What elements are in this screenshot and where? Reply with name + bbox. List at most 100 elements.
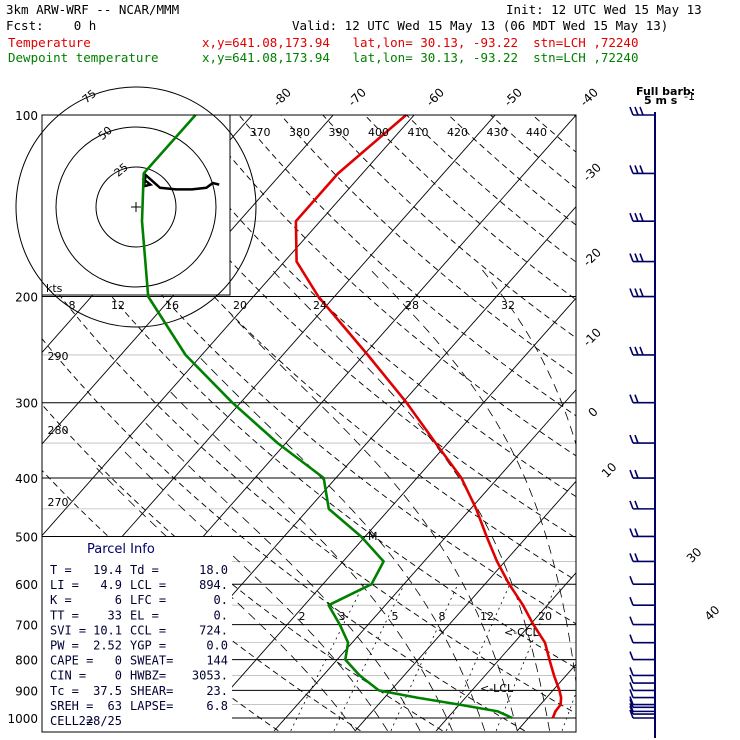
mixing-ratio-label: 2 (299, 610, 306, 623)
wind-barb-flag (629, 682, 634, 691)
moist-adiabat (142, 419, 421, 731)
hodograph-ring-label: 75 (80, 87, 99, 106)
wind-barb-flag (629, 212, 634, 222)
pressure-label: 700 (15, 619, 38, 633)
isotherm (679, 87, 740, 730)
isotherm-label: -80 (270, 85, 294, 109)
wind-barb-flag (634, 434, 639, 444)
wind-barb-flag (629, 709, 634, 719)
moist-adiabat (270, 268, 550, 731)
forecast-hour: Fcst: 0 h (6, 18, 97, 33)
barb-key-unit: 5 m s (644, 94, 678, 107)
wind-barbs (629, 106, 656, 738)
moist-adiabat-label: 16 (165, 299, 179, 312)
parcel-label: SREH = (50, 699, 93, 713)
dry-adiabat (154, 115, 576, 498)
parcel-label: HWBZ= (130, 669, 166, 683)
wind-barb-flag (629, 288, 634, 297)
parcel-value: 0.0 (206, 639, 228, 653)
wind-barb-flag (639, 288, 644, 297)
annotation-m: M (368, 530, 378, 543)
barb-key-label: Full barb: (636, 85, 695, 98)
parcel-label: SVI = (50, 623, 86, 637)
pressure-label: 100 (15, 109, 38, 123)
pressure-label: 200 (15, 291, 38, 305)
dry-adiabat (196, 115, 576, 457)
parcel-value: 0 (115, 654, 122, 668)
pressure-label: 500 (15, 530, 38, 544)
parcel-label: LAPSE= (130, 699, 173, 713)
parcel-label: LCL = (130, 578, 166, 592)
wind-barb-flag (629, 528, 634, 537)
dry-adiabat (447, 115, 576, 226)
wind-barb-flag (629, 616, 634, 625)
parcel-label: LFC = (130, 593, 166, 607)
moist-adiabat-label: 20 (233, 299, 247, 312)
wind-barb-flag (634, 528, 639, 537)
dry-adiabat (280, 115, 576, 378)
parcel-label: EL = (130, 608, 159, 622)
wind-barb-flag (629, 575, 634, 585)
parcel-value: 6.8 (206, 699, 228, 713)
mixing-ratio-label: 5 (392, 610, 399, 623)
moist-adiabat-label: 32 (501, 299, 515, 312)
isotherm-label: -20 (580, 245, 604, 269)
theta-left-label: 280 (48, 424, 69, 437)
wind-barb-flag (629, 394, 634, 403)
moist-adiabat (96, 467, 356, 732)
moist-adiabat (231, 315, 518, 731)
pressure-label: 600 (15, 578, 38, 592)
wind-barb-flag (634, 394, 639, 403)
moist-adiabat-label: 12 (111, 299, 125, 312)
isotherm (435, 572, 576, 732)
mixing-ratio-line (290, 584, 365, 731)
pressure-label: 1000 (7, 712, 38, 726)
parcel-label: K = (50, 593, 72, 607)
wind-barb-flag (634, 469, 639, 479)
parcel-value: 0 (115, 669, 122, 683)
parcel-value: 144 (206, 654, 228, 668)
dry-adiabat (573, 115, 576, 117)
parcel-value: 0. (214, 593, 228, 607)
dewpoint-legend: Dewpoint temperature (8, 50, 159, 65)
moist-adiabat-label: 28 (405, 299, 419, 312)
parcel-label: LI = (50, 578, 79, 592)
dewpoint-trace (140, 114, 513, 720)
parcel-value: 0. (214, 608, 228, 622)
wind-barb-flag (634, 253, 639, 262)
theta-left-label: 290 (48, 350, 69, 363)
annotation-lcl: <-LCL (480, 682, 514, 695)
wind-barb-flag (629, 674, 634, 684)
mixing-ratio-line (390, 584, 459, 731)
parcel-info-box: Parcel Info T = 19.4 Td = 18.0 LI = 4.9 LCL = 89… (42, 537, 232, 732)
parcel-label: SWEAT= (130, 654, 173, 668)
dry-adiabat (42, 204, 576, 669)
plot-frame (41, 114, 577, 733)
parcel-label: Tc = (50, 684, 79, 698)
mixing-ratio-label: 20 (538, 610, 552, 623)
isotherm-label: -30 (580, 160, 604, 184)
isotherm-label: -70 (345, 85, 369, 109)
wind-barb-flag (629, 705, 634, 715)
mixing-ratio-label: 12 (480, 610, 494, 623)
init-time: Init: 12 UTC Wed 15 May 13 (506, 2, 702, 17)
isotherm-label: 30 (684, 545, 705, 566)
theta-label: 400 (368, 126, 389, 139)
parcel-value: 894. (199, 578, 228, 592)
parcel-value: 33 (108, 608, 122, 622)
wind-barb-flag (634, 346, 639, 356)
valid-time: Valid: 12 UTC Wed 15 May 13 (06 MDT Wed … (292, 18, 669, 33)
parcel-value: 63 (108, 699, 122, 713)
parcel-value: 3053. (192, 669, 228, 683)
parcel-value: 4.9 (100, 578, 122, 592)
isotherm (42, 115, 334, 445)
isotherm (516, 663, 576, 732)
isotherm (598, 87, 740, 730)
isotherm-label: 0 (586, 405, 601, 420)
wind-barb-flag (629, 634, 634, 643)
parcel-label: Td = (130, 563, 159, 577)
sounding-traces (140, 114, 563, 720)
moist-adiabat (119, 446, 388, 732)
wind-barb-flag (629, 696, 634, 705)
mixing-ratio-label: 3 (339, 610, 346, 623)
